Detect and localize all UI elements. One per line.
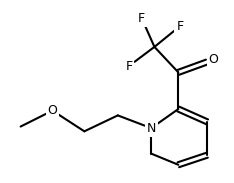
Text: O: O [208, 53, 218, 66]
Text: F: F [138, 12, 145, 25]
Text: N: N [146, 122, 156, 135]
Text: O: O [48, 104, 57, 117]
Text: F: F [125, 59, 132, 72]
Text: F: F [176, 20, 183, 33]
